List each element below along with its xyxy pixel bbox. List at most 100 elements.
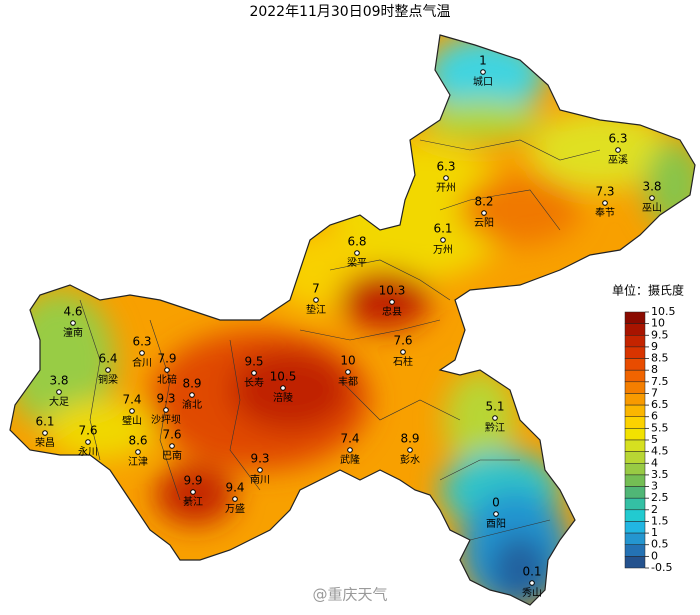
legend-swatch xyxy=(624,509,646,522)
legend: 10.5109.598.587.576.565.554.543.532.521.… xyxy=(624,305,676,574)
station-value: 7.3 xyxy=(595,185,614,199)
station-value: 7.6 xyxy=(78,424,97,438)
station-dot xyxy=(529,580,535,586)
station-value: 6.8 xyxy=(347,235,366,249)
station-name: 巫山 xyxy=(642,202,662,214)
legend-swatch xyxy=(624,323,646,336)
station-value: 0 xyxy=(492,496,500,510)
legend-tick-label: 2 xyxy=(651,503,658,516)
station-name: 北碚 xyxy=(157,373,177,386)
legend-swatch xyxy=(624,521,646,534)
station-name: 武隆 xyxy=(340,453,360,466)
station-dot xyxy=(354,250,360,256)
legend-title: 单位：摄氏度 xyxy=(612,283,684,298)
station-value: 9.3 xyxy=(250,452,269,466)
station-value: 7.6 xyxy=(393,334,412,348)
station-dot xyxy=(232,496,238,502)
station-dot xyxy=(70,320,76,326)
legend-tick-label: 9.5 xyxy=(651,328,669,341)
station-name: 沙坪坝 xyxy=(151,413,181,426)
station-value: 3.8 xyxy=(642,180,661,194)
station-value: 6.4 xyxy=(98,352,117,366)
watermark: @重庆天气 xyxy=(312,586,387,604)
legend-swatch xyxy=(624,474,646,487)
station-value: 10 xyxy=(340,354,355,368)
station-name: 梁平 xyxy=(347,256,367,269)
station-dot xyxy=(313,297,319,303)
station-dot xyxy=(649,195,655,201)
station-name: 酉阳 xyxy=(486,518,506,530)
station-dot xyxy=(400,349,406,355)
station-name: 綦江 xyxy=(183,495,203,508)
legend-swatch xyxy=(624,497,646,511)
legend-tick-label: 5.5 xyxy=(651,421,669,434)
station-name: 合川 xyxy=(132,356,152,369)
legend-tick-label: 4 xyxy=(651,456,658,469)
station-value: 10.5 xyxy=(270,370,297,384)
legend-tick-label: 4.5 xyxy=(651,445,669,458)
station-name: 万州 xyxy=(433,244,453,256)
legend-tick-label: 5 xyxy=(651,433,658,446)
station-dot xyxy=(129,408,135,414)
station-dot xyxy=(345,369,351,375)
station-name: 云阳 xyxy=(474,217,494,229)
legend-swatch xyxy=(624,393,646,406)
station-value: 4.6 xyxy=(63,305,82,319)
station-value: 10.3 xyxy=(379,284,406,298)
station-value: 6.3 xyxy=(132,335,151,349)
station-value: 7 xyxy=(312,282,320,296)
station-value: 8.9 xyxy=(182,377,201,391)
station-value: 6.1 xyxy=(433,222,452,236)
station-value: 8.9 xyxy=(400,432,419,446)
station-name: 渝北 xyxy=(182,398,202,411)
station-name: 奉节 xyxy=(595,206,615,219)
station-dot xyxy=(105,367,111,373)
legend-tick-label: 0.5 xyxy=(651,538,669,551)
legend-tick-label: 3.5 xyxy=(651,468,669,481)
legend-swatch xyxy=(624,381,646,394)
station-value: 9.9 xyxy=(183,474,202,488)
station-dot xyxy=(347,447,353,453)
station-dot xyxy=(481,210,487,216)
legend-swatch xyxy=(624,369,646,383)
station-dot xyxy=(389,299,395,305)
legend-tick-label: 6.5 xyxy=(651,398,669,411)
legend-swatch xyxy=(624,335,646,348)
legend-tick-label: 1 xyxy=(651,526,658,539)
station-dot xyxy=(251,370,257,376)
station-dot xyxy=(56,389,62,395)
station-name: 开州 xyxy=(436,182,456,194)
legend-tick-label: 9 xyxy=(651,340,658,353)
legend-tick-label: 3 xyxy=(651,480,658,493)
station-value: 9.4 xyxy=(225,481,244,495)
station-value: 1 xyxy=(479,54,487,68)
station-value: 8.6 xyxy=(128,434,147,448)
legend-tick-label: 7 xyxy=(651,386,658,399)
station-dot xyxy=(443,175,449,181)
station-name: 铜梁 xyxy=(98,373,118,386)
station-value: 6.1 xyxy=(35,415,54,429)
station-name: 荣昌 xyxy=(35,437,55,449)
station-dot xyxy=(492,415,498,421)
legend-swatch xyxy=(624,556,646,569)
station-value: 9.3 xyxy=(156,392,175,406)
station-value: 8.2 xyxy=(474,195,493,209)
district-borders xyxy=(79,139,601,541)
station-dot xyxy=(615,147,621,153)
legend-tick-label: 8 xyxy=(651,363,658,376)
legend-swatch xyxy=(624,311,646,324)
title: 2022年11月30日09时整点气温 xyxy=(249,4,450,20)
station-dot xyxy=(135,449,141,455)
station-name: 南川 xyxy=(250,473,270,486)
station-name: 忠县 xyxy=(382,306,402,318)
station-dot xyxy=(440,237,446,243)
legend-swatch xyxy=(624,532,646,545)
legend-swatch xyxy=(624,358,646,371)
station-name: 涪陵 xyxy=(273,391,293,404)
station-name: 丰都 xyxy=(338,375,358,388)
legend-tick-label: 10 xyxy=(651,317,665,330)
station-value: 6.3 xyxy=(608,132,627,146)
station-value: 7.9 xyxy=(157,352,176,366)
